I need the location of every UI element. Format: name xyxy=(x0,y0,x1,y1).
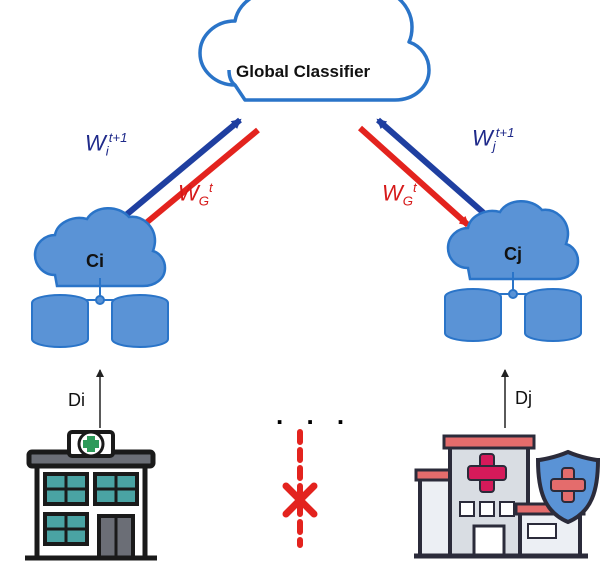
cloud-ci xyxy=(35,208,165,286)
svg-layer xyxy=(0,0,608,562)
ellipsis: . . . xyxy=(276,400,352,431)
db-ci xyxy=(32,278,168,347)
cj-label: Cj xyxy=(504,244,522,265)
hospital-j-icon xyxy=(414,436,598,556)
label-wg-right: WGt xyxy=(382,180,417,209)
no-direct-link xyxy=(286,432,314,545)
global-classifier-label: Global Classifier xyxy=(236,62,370,82)
dj-label: Dj xyxy=(515,388,532,409)
diagram-root: Global Classifier Wit+1 WGt WGt Wjt+1 Ci… xyxy=(0,0,608,562)
ci-label: Ci xyxy=(86,251,104,272)
label-wj: Wjt+1 xyxy=(472,125,514,154)
cloud-cj xyxy=(448,201,578,279)
db-cj xyxy=(445,272,581,341)
edge-wg-down-left xyxy=(140,130,258,228)
di-label: Di xyxy=(68,390,85,411)
global-cloud xyxy=(200,0,429,100)
label-wg-left: WGt xyxy=(178,180,213,209)
edge-wg-down-right xyxy=(360,128,468,225)
label-wi: Wit+1 xyxy=(85,130,127,159)
hospital-i-icon xyxy=(25,432,157,558)
